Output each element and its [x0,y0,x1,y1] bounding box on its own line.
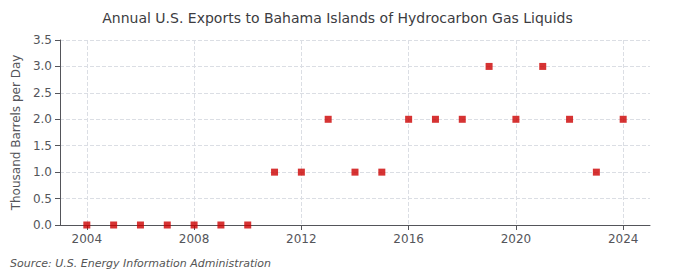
svg-text:2008: 2008 [179,232,210,246]
svg-text:0.0: 0.0 [33,218,52,232]
svg-text:2012: 2012 [286,232,317,246]
svg-text:Thousand Barrels per Day: Thousand Barrels per Day [9,55,23,212]
svg-text:1.0: 1.0 [33,165,52,179]
svg-text:Source: U.S. Energy Informatio: Source: U.S. Energy Information Administ… [10,257,271,270]
svg-text:3.5: 3.5 [33,33,52,47]
svg-text:2024: 2024 [608,232,639,246]
svg-text:2.0: 2.0 [33,112,52,126]
svg-text:Annual U.S. Exports to Bahama: Annual U.S. Exports to Bahama Islands of… [102,10,573,26]
svg-text:2020: 2020 [501,232,532,246]
svg-text:2016: 2016 [393,232,424,246]
svg-text:0.5: 0.5 [33,192,52,206]
svg-text:3.0: 3.0 [33,59,52,73]
svg-text:1.5: 1.5 [33,139,52,153]
svg-text:2.5: 2.5 [33,86,52,100]
svg-text:2004: 2004 [72,232,103,246]
